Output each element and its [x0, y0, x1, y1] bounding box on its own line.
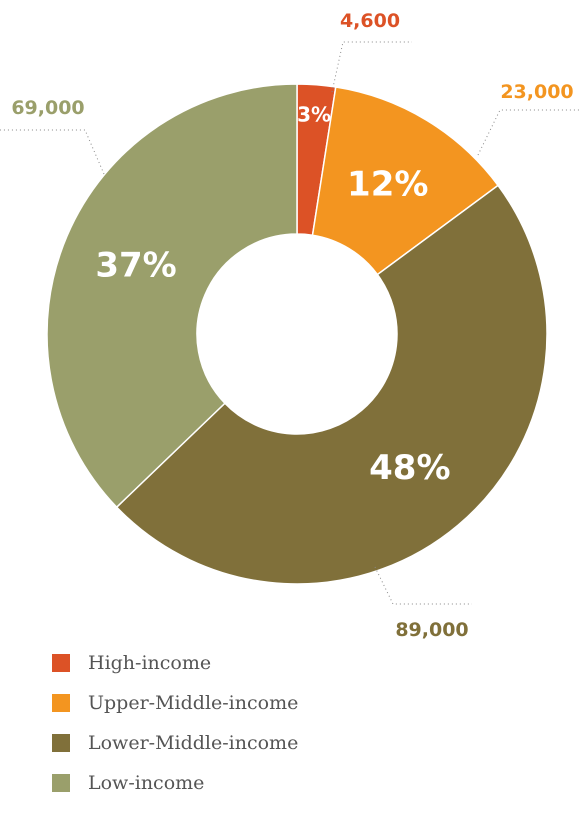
- legend-swatch-lower-middle-income: [52, 734, 70, 752]
- slice-upper-middle-income: [311, 86, 500, 276]
- value-label-upper-middle-income: 23,000: [500, 81, 573, 103]
- legend-label-upper-middle-income: Upper-Middle-income: [88, 692, 299, 714]
- leader-line-low-income: [0, 129, 105, 175]
- leader-line-upper-middle-income: [477, 109, 580, 156]
- leader-line-lower-middle-income: [374, 566, 472, 605]
- percent-label-high-income: 3%: [297, 103, 331, 127]
- legend-label-low-income: Low-income: [88, 772, 205, 794]
- percent-label-low-income: 37%: [95, 245, 176, 285]
- percent-label-lower-middle-income: 48%: [369, 448, 450, 488]
- legend-item-upper-middle-income: Upper-Middle-income: [52, 692, 532, 714]
- legend-item-low-income: Low-income: [52, 772, 532, 794]
- leader-line-high-income: [331, 41, 412, 93]
- legend-swatch-upper-middle-income: [52, 694, 70, 712]
- value-label-lower-middle-income: 89,000: [395, 619, 468, 640]
- donut-chart: 3% 4,600 12% 23,000 48% 89,000 37% 69,000: [0, 10, 580, 640]
- legend-label-lower-middle-income: Lower-Middle-income: [88, 732, 299, 754]
- legend: High-income Upper-Middle-income Lower-Mi…: [52, 652, 532, 813]
- legend-swatch-high-income: [52, 654, 70, 672]
- percent-label-upper-middle-income: 12%: [347, 164, 428, 204]
- legend-item-high-income: High-income: [52, 652, 532, 674]
- legend-swatch-low-income: [52, 774, 70, 792]
- value-label-high-income: 4,600: [340, 10, 400, 32]
- legend-label-high-income: High-income: [88, 652, 212, 674]
- value-label-low-income: 69,000: [11, 97, 84, 119]
- legend-item-lower-middle-income: Lower-Middle-income: [52, 732, 532, 754]
- slice-low-income: [46, 83, 298, 509]
- slice-lower-middle-income: [115, 184, 548, 585]
